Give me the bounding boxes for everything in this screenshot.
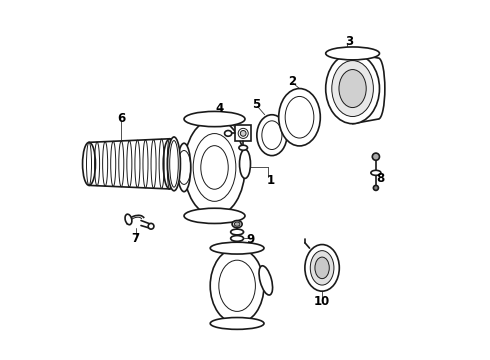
Ellipse shape (315, 257, 329, 279)
Ellipse shape (125, 214, 132, 225)
Ellipse shape (210, 242, 264, 254)
Text: 9: 9 (246, 233, 255, 246)
Ellipse shape (240, 149, 250, 179)
Text: 2: 2 (288, 75, 296, 88)
Ellipse shape (239, 145, 247, 150)
Ellipse shape (332, 60, 373, 117)
Text: 7: 7 (131, 232, 140, 245)
Ellipse shape (224, 131, 232, 136)
Ellipse shape (82, 142, 96, 185)
Ellipse shape (326, 47, 379, 60)
Ellipse shape (184, 208, 245, 224)
Text: 8: 8 (376, 172, 384, 185)
Text: 6: 6 (117, 112, 125, 125)
Ellipse shape (279, 89, 320, 146)
Ellipse shape (231, 235, 244, 241)
Ellipse shape (373, 185, 378, 190)
Text: 3: 3 (345, 35, 353, 48)
Text: 5: 5 (252, 98, 260, 111)
Ellipse shape (234, 222, 240, 226)
Ellipse shape (372, 153, 379, 160)
Ellipse shape (210, 248, 264, 323)
Ellipse shape (305, 244, 339, 291)
Ellipse shape (339, 69, 366, 108)
Ellipse shape (257, 115, 287, 156)
Ellipse shape (232, 221, 242, 228)
Ellipse shape (177, 143, 191, 192)
Ellipse shape (148, 224, 154, 229)
Ellipse shape (231, 242, 244, 248)
Ellipse shape (184, 119, 245, 216)
FancyBboxPatch shape (235, 126, 251, 141)
Ellipse shape (238, 129, 248, 138)
Ellipse shape (259, 266, 272, 295)
Text: 10: 10 (314, 296, 330, 309)
Ellipse shape (163, 139, 176, 189)
Text: 1: 1 (267, 174, 275, 186)
Ellipse shape (210, 318, 264, 329)
Ellipse shape (240, 131, 246, 136)
Ellipse shape (168, 137, 180, 191)
Ellipse shape (371, 170, 381, 175)
Ellipse shape (310, 251, 334, 285)
Ellipse shape (326, 53, 379, 124)
Ellipse shape (184, 111, 245, 127)
Ellipse shape (231, 248, 244, 254)
Text: 4: 4 (216, 102, 224, 115)
Ellipse shape (231, 229, 244, 235)
